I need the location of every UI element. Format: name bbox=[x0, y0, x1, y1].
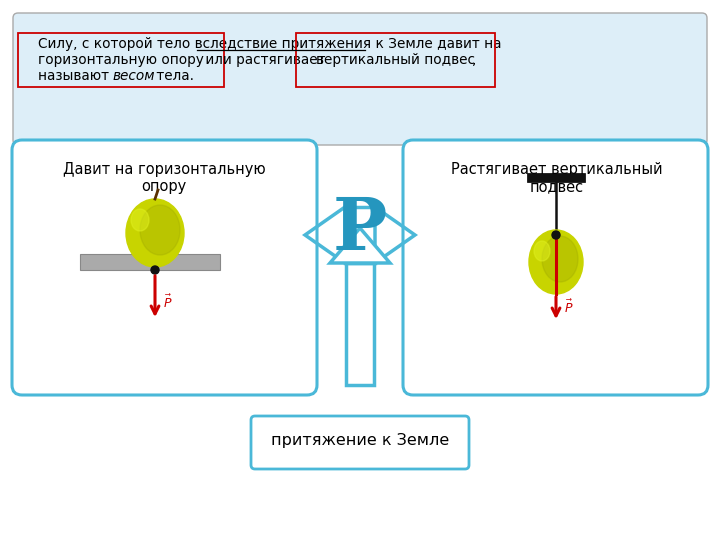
Text: называют: называют bbox=[38, 69, 113, 83]
Ellipse shape bbox=[529, 230, 583, 294]
Text: или растягивает: или растягивает bbox=[201, 53, 330, 67]
FancyBboxPatch shape bbox=[527, 173, 585, 182]
Text: ,: , bbox=[472, 53, 477, 67]
FancyBboxPatch shape bbox=[12, 140, 317, 395]
Ellipse shape bbox=[140, 205, 180, 255]
Text: весом: весом bbox=[112, 69, 155, 83]
FancyBboxPatch shape bbox=[346, 263, 374, 385]
Text: $\vec{P}$: $\vec{P}$ bbox=[163, 293, 173, 310]
Circle shape bbox=[151, 266, 159, 274]
Ellipse shape bbox=[534, 241, 550, 261]
FancyBboxPatch shape bbox=[80, 254, 220, 270]
Circle shape bbox=[552, 231, 560, 239]
Ellipse shape bbox=[542, 236, 578, 282]
Text: вертикальный подвес: вертикальный подвес bbox=[316, 53, 475, 67]
Polygon shape bbox=[330, 228, 390, 263]
Text: Растягивает вертикальный
подвес: Растягивает вертикальный подвес bbox=[451, 162, 663, 194]
Text: Давит на горизонтальную
опору: Давит на горизонтальную опору bbox=[63, 162, 265, 194]
Ellipse shape bbox=[131, 209, 149, 231]
FancyBboxPatch shape bbox=[13, 13, 707, 145]
Text: тела.: тела. bbox=[152, 69, 194, 83]
FancyBboxPatch shape bbox=[403, 140, 708, 395]
Text: притяжение к Земле: притяжение к Земле bbox=[271, 433, 449, 448]
FancyBboxPatch shape bbox=[251, 416, 469, 469]
Text: горизонтальную опору: горизонтальную опору bbox=[38, 53, 204, 67]
Text: Р: Р bbox=[333, 194, 387, 266]
Text: $\vec{P}$: $\vec{P}$ bbox=[564, 299, 574, 316]
Ellipse shape bbox=[126, 199, 184, 267]
Text: Силу, с которой тело вследствие притяжения к Земле давит на: Силу, с которой тело вследствие притяжен… bbox=[38, 37, 502, 51]
